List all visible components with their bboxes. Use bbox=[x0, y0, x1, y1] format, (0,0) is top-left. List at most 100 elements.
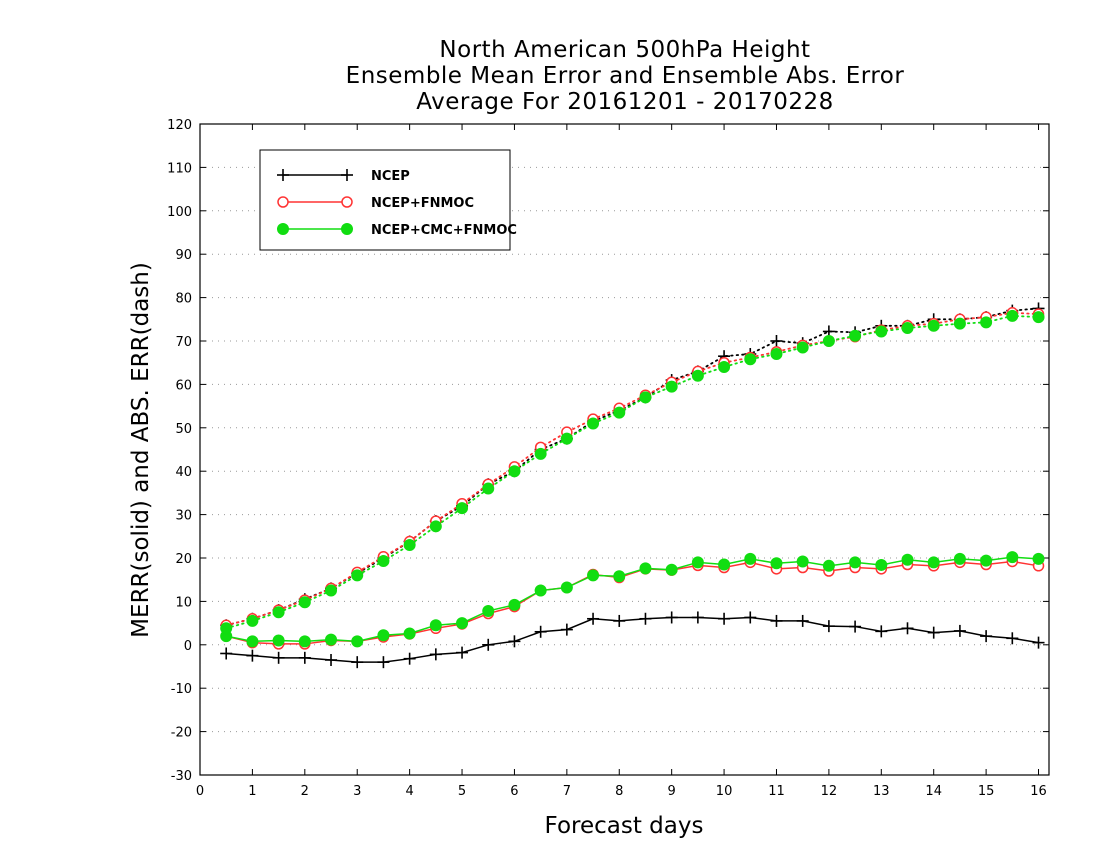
merr-point-ncep bbox=[482, 638, 495, 651]
y-tick-label: 70 bbox=[175, 335, 192, 350]
plot-frame bbox=[199, 123, 1050, 776]
abs-err-point-ncep-cmc-fnmoc bbox=[482, 482, 495, 495]
merr-point-ncep-cmc-fnmoc bbox=[403, 627, 416, 640]
y-tick-label: 20 bbox=[175, 552, 192, 567]
y-tick-label: 10 bbox=[175, 595, 192, 610]
abs-err-point-ncep-cmc-fnmoc bbox=[639, 391, 652, 404]
merr-point-ncep-cmc-fnmoc bbox=[429, 619, 442, 632]
legend-marker-ncep bbox=[341, 169, 353, 181]
y-tick-label: 110 bbox=[167, 161, 192, 176]
abs-err-point-ncep-cmc-fnmoc bbox=[429, 520, 442, 533]
merr-point-ncep-cmc-fnmoc bbox=[927, 556, 940, 569]
x-tick-label: 14 bbox=[925, 784, 942, 799]
abs-err-point-ncep-cmc-fnmoc bbox=[744, 353, 757, 366]
merr-point-ncep-cmc-fnmoc bbox=[1032, 552, 1045, 565]
abs-err-point-ncep-cmc-fnmoc bbox=[377, 555, 390, 568]
merr-point-ncep-cmc-fnmoc bbox=[246, 635, 259, 648]
merr-point-ncep-cmc-fnmoc bbox=[508, 598, 521, 611]
merr-point-ncep bbox=[822, 620, 835, 633]
merr-point-ncep-cmc-fnmoc bbox=[639, 562, 652, 575]
abs-err-point-ncep-cmc-fnmoc bbox=[822, 335, 835, 347]
merr-point-ncep bbox=[744, 611, 757, 624]
merr-point-ncep bbox=[980, 630, 993, 643]
merr-point-ncep bbox=[587, 612, 600, 625]
y-tick-label: 0 bbox=[184, 639, 192, 654]
merr-point-ncep-cmc-fnmoc bbox=[325, 633, 338, 646]
abs-err-point-ncep-cmc-fnmoc bbox=[246, 614, 259, 627]
chart-title-line-2: Ensemble Mean Error and Ensemble Abs. Er… bbox=[345, 63, 905, 89]
abs-err-point-ncep-cmc-fnmoc bbox=[770, 348, 783, 361]
legend-marker-ncep-fnmoc bbox=[277, 196, 289, 208]
merr-point-ncep-cmc-fnmoc bbox=[770, 557, 783, 570]
x-tick-label: 12 bbox=[821, 784, 838, 799]
merr-point-ncep bbox=[377, 656, 390, 669]
abs-err-point-ncep-cmc-fnmoc bbox=[901, 321, 914, 334]
merr-point-ncep bbox=[1032, 636, 1045, 649]
legend-label-ncep: NCEP bbox=[371, 169, 410, 184]
y-tick-label: -30 bbox=[171, 769, 192, 784]
x-tick-label: 6 bbox=[510, 784, 518, 799]
merr-point-ncep bbox=[718, 612, 731, 625]
merr-point-ncep bbox=[403, 652, 416, 665]
y-tick-label: -10 bbox=[171, 682, 192, 697]
merr-point-ncep bbox=[508, 635, 521, 648]
merr-point-ncep-cmc-fnmoc bbox=[587, 569, 600, 582]
merr-point-ncep bbox=[325, 653, 338, 666]
merr-point-ncep bbox=[953, 624, 966, 637]
x-tick-label: 8 bbox=[615, 784, 623, 799]
chart-title-line-1: North American 500hPa Height bbox=[439, 37, 811, 63]
abs-err-point-ncep-cmc-fnmoc bbox=[980, 316, 993, 329]
merr-point-ncep-cmc-fnmoc bbox=[272, 634, 285, 647]
abs-err-line-ncep-cmc-fnmoc bbox=[225, 314, 1040, 630]
merr-point-ncep-cmc-fnmoc bbox=[482, 604, 495, 617]
merr-point-ncep-cmc-fnmoc bbox=[718, 558, 731, 571]
legend-marker-ncep-cmc-fnmoc bbox=[341, 223, 353, 235]
abs-err-point-ncep-cmc-fnmoc bbox=[927, 319, 940, 332]
x-tick-label: 16 bbox=[1030, 784, 1047, 799]
x-tick-label: 5 bbox=[458, 784, 466, 799]
merr-point-ncep-cmc-fnmoc bbox=[744, 552, 757, 565]
merr-point-ncep bbox=[849, 620, 862, 633]
x-tick-label: 11 bbox=[768, 784, 785, 799]
x-tick-label: 4 bbox=[405, 784, 413, 799]
merr-point-ncep-cmc-fnmoc bbox=[849, 556, 862, 569]
y-tick-label: 60 bbox=[175, 378, 192, 393]
merr-point-ncep-cmc-fnmoc bbox=[377, 629, 390, 642]
abs-err-point-ncep-cmc-fnmoc bbox=[560, 432, 573, 445]
merr-point-ncep bbox=[770, 614, 783, 627]
merr-point-ncep-cmc-fnmoc bbox=[613, 570, 626, 583]
abs-err-point-ncep-cmc-fnmoc bbox=[665, 380, 678, 393]
abs-err-point-ncep-cmc-fnmoc bbox=[403, 538, 416, 551]
legend-marker-ncep bbox=[277, 169, 289, 181]
x-tick-label: 3 bbox=[353, 784, 361, 799]
x-tick-label: 7 bbox=[563, 784, 571, 799]
merr-point-ncep bbox=[639, 612, 652, 625]
legend-label-ncep-fnmoc: NCEP+FNMOC bbox=[371, 196, 474, 211]
x-tick-label: 13 bbox=[873, 784, 890, 799]
grid-lines bbox=[200, 166, 1049, 733]
abs-err-point-ncep-cmc-fnmoc bbox=[587, 417, 600, 430]
abs-err-point-ncep-cmc-fnmoc bbox=[325, 584, 338, 597]
abs-err-point-ncep-cmc-fnmoc bbox=[1006, 309, 1019, 322]
x-tick-label: 9 bbox=[668, 784, 676, 799]
y-tick-label: 90 bbox=[175, 248, 192, 263]
merr-point-ncep-cmc-fnmoc bbox=[953, 552, 966, 565]
abs-err-point-ncep-cmc-fnmoc bbox=[298, 596, 311, 609]
merr-line-ncep-cmc-fnmoc bbox=[226, 556, 1039, 643]
abs-err-point-ncep-cmc-fnmoc bbox=[849, 329, 862, 342]
merr-point-ncep bbox=[246, 649, 259, 662]
merr-point-ncep bbox=[875, 625, 888, 638]
y-tick-label: 120 bbox=[167, 118, 192, 133]
chart-title-line-3: Average For 20161201 - 20170228 bbox=[416, 89, 834, 115]
merr-point-ncep-cmc-fnmoc bbox=[691, 556, 704, 569]
x-tick-label: 15 bbox=[978, 784, 995, 799]
merr-point-ncep bbox=[665, 611, 678, 624]
x-tick-label: 0 bbox=[196, 784, 204, 799]
merr-point-ncep bbox=[796, 614, 809, 627]
merr-point-ncep-cmc-fnmoc bbox=[298, 635, 311, 648]
merr-point-ncep-cmc-fnmoc bbox=[456, 617, 469, 630]
y-axis-title: MERR(solid) and ABS. ERR(dash) bbox=[128, 262, 154, 638]
abs-err-point-ncep-cmc-fnmoc bbox=[272, 606, 285, 619]
